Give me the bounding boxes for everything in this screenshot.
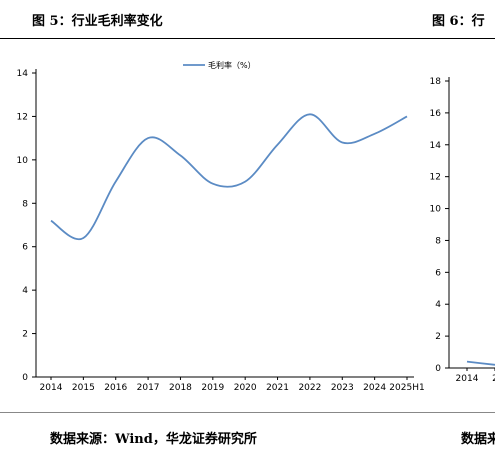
bottom-rule bbox=[0, 412, 495, 413]
y-tick-label: 6 bbox=[435, 268, 441, 278]
top-rule bbox=[0, 38, 495, 39]
x-tick-label: 2021 bbox=[266, 383, 289, 393]
legend-label: 毛利率（%） bbox=[208, 60, 256, 70]
y-tick-label: 0 bbox=[435, 364, 441, 374]
figure-5-title: 图 5：行业毛利率变化 bbox=[32, 14, 163, 29]
gross-margin-chart: 0 2 4 6 8 10 12 14 2014 2015 2016 2017 2018 2019 2020 2… bbox=[17, 60, 425, 393]
x-tick-label: 2024 bbox=[363, 383, 386, 393]
y-tick-label: 8 bbox=[435, 236, 441, 246]
y-tick-label: 12 bbox=[17, 112, 28, 122]
y-tick-label: 2 bbox=[435, 332, 441, 342]
series-line bbox=[466, 360, 495, 366]
figure-5-source: 数据来源：Wind，华龙证券研究所 bbox=[50, 432, 257, 447]
figure-6-chart: 0 2 4 6 8 10 12 14 16 18 2014 2 bbox=[430, 77, 495, 384]
y-tick-label: 18 bbox=[430, 77, 442, 87]
x-tick-label: 2025H1 bbox=[389, 383, 424, 393]
figure-6-title: 图 6：行 bbox=[432, 14, 485, 29]
y-tick-label: 16 bbox=[430, 109, 442, 119]
x-tick-label: 2020 bbox=[234, 383, 257, 393]
x-tick-label: 2014 bbox=[456, 374, 479, 384]
y-tick-label: 10 bbox=[430, 205, 442, 215]
figure-6-source: 数据来 bbox=[461, 432, 495, 447]
x-tick-label: 2017 bbox=[137, 383, 160, 393]
y-tick-label: 4 bbox=[22, 286, 28, 296]
y-tick-label: 2 bbox=[22, 330, 28, 340]
x-tick-label: 2014 bbox=[40, 383, 63, 393]
y-tick-label: 0 bbox=[22, 373, 28, 383]
y-tick-label: 6 bbox=[22, 243, 28, 253]
x-tick-label: 2023 bbox=[331, 383, 354, 393]
x-tick-label: 2019 bbox=[201, 383, 224, 393]
series-line bbox=[50, 113, 408, 241]
x-tick-label: 2 bbox=[492, 374, 495, 384]
y-tick-label: 14 bbox=[430, 141, 442, 151]
y-tick-label: 4 bbox=[435, 300, 441, 310]
x-tick-label: 2015 bbox=[72, 383, 95, 393]
y-tick-label: 8 bbox=[22, 199, 28, 209]
x-tick-label: 2022 bbox=[298, 383, 321, 393]
y-tick-label: 10 bbox=[17, 156, 29, 166]
x-tick-label: 2016 bbox=[104, 383, 127, 393]
y-tick-label: 12 bbox=[430, 173, 441, 183]
y-tick-label: 14 bbox=[17, 69, 29, 79]
x-tick-label: 2018 bbox=[169, 383, 192, 393]
